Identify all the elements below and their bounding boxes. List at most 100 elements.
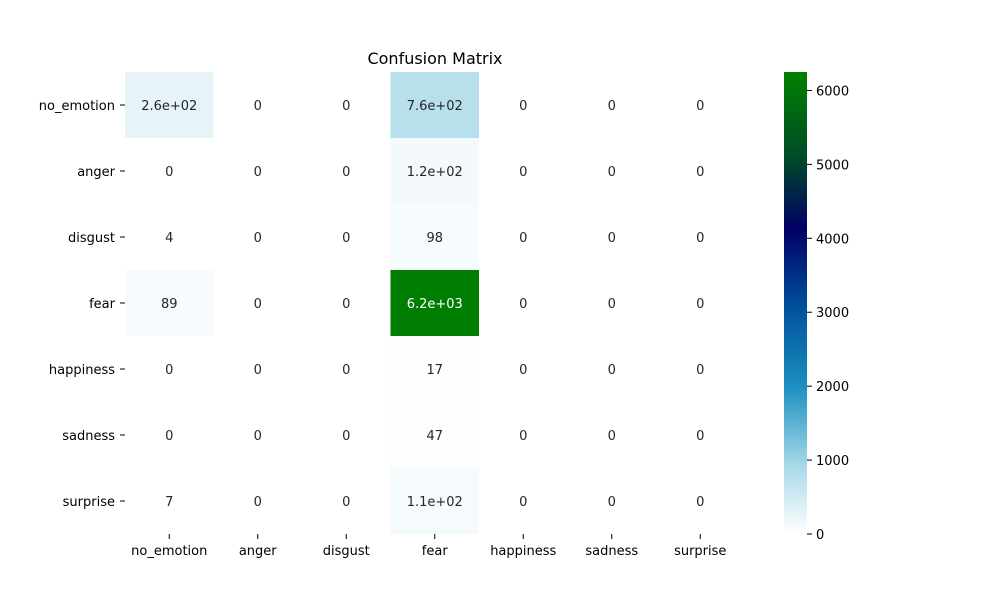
cell-annotation: 0 <box>342 297 350 312</box>
heatmap-cell <box>213 402 303 469</box>
colorbar: 0 1000 2000 3000 4000 5000 6000 <box>784 72 849 543</box>
heatmap-cell <box>567 402 657 469</box>
cell-annotation: 0 <box>342 429 350 444</box>
x-tick-label: fear <box>422 544 449 559</box>
colorbar-tick-label: 6000 <box>816 84 849 99</box>
heatmap-cell <box>390 138 480 205</box>
colorbar-tick-label: 2000 <box>816 380 849 395</box>
heatmap-cell <box>656 402 745 469</box>
cell-annotation: 0 <box>608 231 616 246</box>
heatmap-cell <box>213 72 303 139</box>
heatmap-cell <box>125 336 214 403</box>
cell-annotation: 0 <box>342 495 350 510</box>
heatmap-cell <box>213 270 303 337</box>
cell-annotation: 0 <box>519 297 527 312</box>
y-tick-label: surprise <box>63 495 115 510</box>
heatmap-cell <box>567 336 657 403</box>
heatmap-cell <box>125 138 214 205</box>
colorbar-tick-label: 4000 <box>816 232 849 247</box>
heatmap-cell <box>390 336 480 403</box>
heatmap-cell <box>125 204 214 271</box>
x-tick-label: sadness <box>585 544 638 559</box>
heatmap-cell <box>656 72 745 139</box>
cell-annotation: 0 <box>696 495 704 510</box>
cell-annotation: 0 <box>519 429 527 444</box>
cell-annotation: 0 <box>608 165 616 180</box>
heatmap-cell <box>656 204 745 271</box>
x-tick-label: anger <box>239 544 277 559</box>
y-tick-label: anger <box>77 165 115 180</box>
heatmap-cell <box>567 204 657 271</box>
cell-annotation: 0 <box>254 429 262 444</box>
colorbar-tick-label: 0 <box>816 528 824 543</box>
cell-annotation: 0 <box>696 231 704 246</box>
heatmap-cell <box>302 204 391 271</box>
cell-annotation: 7.6e+02 <box>407 99 463 114</box>
heatmap-cell <box>125 72 214 139</box>
cell-annotation: 0 <box>519 99 527 114</box>
heatmap-cell <box>479 204 568 271</box>
heatmap-cell <box>656 138 745 205</box>
cell-annotation: 2.6e+02 <box>141 99 197 114</box>
cell-annotation: 0 <box>519 363 527 378</box>
cell-annotation: 0 <box>608 363 616 378</box>
x-tick-label: surprise <box>674 544 726 559</box>
heatmap-cell <box>567 138 657 205</box>
y-tick-label: no_emotion <box>39 99 115 114</box>
cell-annotation: 0 <box>342 363 350 378</box>
cell-annotation: 0 <box>608 99 616 114</box>
heatmap-cell <box>213 468 303 535</box>
heatmap-cell <box>656 336 745 403</box>
y-tick-label: happiness <box>49 363 115 378</box>
cell-annotation: 0 <box>342 231 350 246</box>
colorbar-tick-label: 1000 <box>816 454 849 469</box>
colorbar-axis: 0 1000 2000 3000 4000 5000 6000 <box>807 84 849 543</box>
heatmap-cell <box>302 138 391 205</box>
cell-annotation: 1.2e+02 <box>407 165 463 180</box>
x-tick-label: no_emotion <box>131 544 207 559</box>
heatmap-cell <box>302 270 391 337</box>
colorbar-tick-label: 5000 <box>816 158 849 173</box>
heatmap-cell <box>479 138 568 205</box>
heatmap-cell <box>567 468 657 535</box>
heatmap-cell <box>125 270 214 337</box>
cell-annotation: 0 <box>608 429 616 444</box>
heatmap-cell <box>479 270 568 337</box>
heatmap-cell <box>213 204 303 271</box>
heatmap-cell <box>390 72 480 139</box>
heatmap-cell <box>390 270 480 337</box>
heatmap-cell <box>390 204 480 271</box>
chart-title: Confusion Matrix <box>367 49 502 68</box>
cell-annotation: 17 <box>426 363 443 378</box>
y-tick-label: sadness <box>62 429 115 444</box>
heatmap-cell <box>213 138 303 205</box>
cell-annotation: 0 <box>608 495 616 510</box>
cell-annotation: 0 <box>519 165 527 180</box>
cell-annotation: 0 <box>254 231 262 246</box>
x-axis: no_emotion anger disgust fear happiness sadne… <box>131 534 726 559</box>
heatmap-cell <box>656 270 745 337</box>
heatmap-cell <box>567 270 657 337</box>
heatmap-cell <box>125 402 214 469</box>
heatmap-cell <box>302 72 391 139</box>
cell-annotations: 2.6e+02 0 0 7.6e+02 0 0 0 0 0 0 1.2e+02 0 0 0 4 0 0 98 0 0 0… <box>141 99 704 510</box>
x-tick-label: disgust <box>323 544 370 559</box>
heatmap-cells <box>125 72 745 535</box>
heatmap-cell <box>390 402 480 469</box>
cell-annotation: 7 <box>165 495 173 510</box>
cell-annotation: 0 <box>254 99 262 114</box>
y-tick-label: disgust <box>68 231 115 246</box>
cell-annotation: 0 <box>696 363 704 378</box>
heatmap-cell <box>479 336 568 403</box>
cell-annotation: 47 <box>426 429 443 444</box>
cell-annotation: 0 <box>165 165 173 180</box>
cell-annotation: 0 <box>696 165 704 180</box>
cell-annotation: 0 <box>608 297 616 312</box>
cell-annotation: 0 <box>254 495 262 510</box>
cell-annotation: 0 <box>165 363 173 378</box>
cell-annotation: 0 <box>342 165 350 180</box>
cell-annotation: 0 <box>342 99 350 114</box>
heatmap-cell <box>213 336 303 403</box>
